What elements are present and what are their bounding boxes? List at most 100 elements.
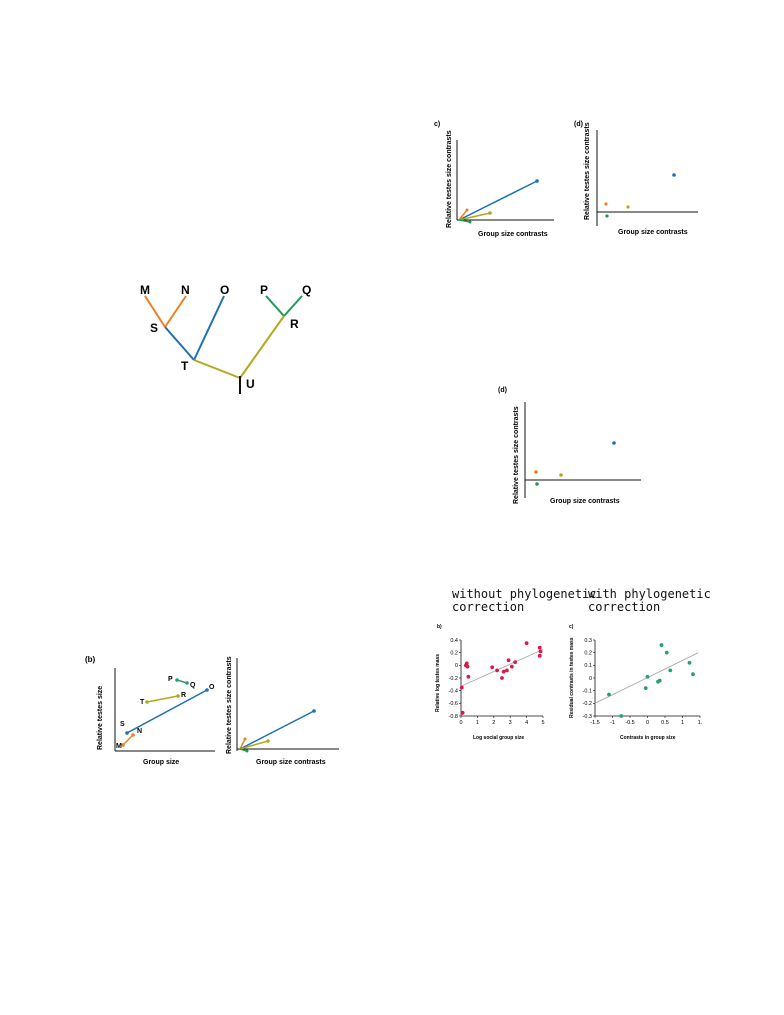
- panel-d-mid-plot: (d) Relative testes size contrasts Group…: [495, 382, 650, 510]
- point-r: [176, 694, 180, 698]
- data-point: [657, 678, 662, 683]
- data-point: [501, 669, 506, 674]
- x-axis-label: Contrasts in group size: [620, 735, 676, 741]
- point-label-n: N: [137, 728, 142, 735]
- caption-line: without phylogenetic: [452, 587, 597, 601]
- x-tick-label: 0: [646, 720, 649, 726]
- data-point: [537, 645, 542, 650]
- point-label-q: Q: [190, 682, 196, 689]
- scatter-plot-b: b) Relative log testes mass Log social g…: [428, 620, 558, 745]
- contrast-vector-blue: [239, 710, 315, 750]
- node-label-r: R: [290, 317, 299, 331]
- point-label-o: O: [209, 684, 215, 691]
- contrast-point-orange: [534, 470, 538, 474]
- panel-d-top-svg: (d) Relative testes size contrasts Group…: [574, 121, 698, 236]
- panel-b-right-plot: Relative testes size contrasts Group siz…: [222, 650, 342, 770]
- contrast-point-olive: [626, 205, 630, 209]
- tip-label-q: Q: [302, 283, 311, 297]
- point-m: [121, 743, 125, 747]
- contrast-point-olive: [266, 739, 270, 743]
- contrast-point-green: [468, 220, 472, 224]
- node-label-s: S: [150, 321, 158, 335]
- point-label-p: P: [168, 676, 173, 683]
- y-tick-label: -0.8: [449, 714, 458, 720]
- y-tick-label: -0.3: [583, 714, 592, 720]
- panel-b-letter: (b): [85, 655, 96, 664]
- x-tick-label: 2: [492, 720, 495, 726]
- point-o: [205, 688, 209, 692]
- point-label-t: T: [140, 699, 145, 706]
- x-tick-label: 4: [525, 720, 528, 726]
- x-tick-label: 3: [509, 720, 512, 726]
- x-tick-label: 1: [476, 720, 479, 726]
- y-tick-label: 0: [455, 663, 458, 669]
- data-point: [607, 692, 611, 697]
- caption-line: correction: [452, 600, 525, 614]
- data-point: [668, 668, 673, 673]
- y-tick-label: 0.3: [584, 638, 592, 644]
- contrast-vector-orange: [239, 738, 246, 750]
- y-tick-label: 0.1: [584, 663, 592, 669]
- point-t: [145, 700, 149, 704]
- data-point: [460, 710, 465, 715]
- data-point: [505, 668, 509, 673]
- tree-svg: M N O P Q S T R U: [140, 283, 311, 394]
- contrast-vector-olive: [458, 212, 491, 221]
- data-point: [659, 643, 664, 647]
- x-axis-label: Group size contrasts: [256, 759, 326, 766]
- y-tick-label: -0.4: [449, 688, 458, 694]
- panel-b-right-svg: Relative testes size contrasts Group siz…: [226, 656, 339, 766]
- scatter-b-svg: b) Relative log testes mass Log social g…: [435, 624, 545, 741]
- data-point: [495, 668, 499, 673]
- data-point: [459, 685, 464, 690]
- y-tick-label: -0.1: [583, 688, 592, 694]
- contrast-line-s-o: [126, 689, 208, 734]
- x-tick-label: -1.5: [590, 720, 599, 726]
- branch-t-u: [193, 359, 241, 379]
- contrast-point-olive: [488, 211, 492, 215]
- panel-c-top-plot: c) Relative testes size contrasts Group …: [432, 118, 557, 248]
- tip-label-p: P: [260, 283, 268, 297]
- x-tick-label: 1.: [698, 720, 703, 726]
- data-point: [538, 649, 543, 654]
- y-axis-label: Relative testes size contrasts: [584, 122, 591, 220]
- node-label-t: T: [181, 359, 189, 373]
- contrast-line-t-r: [146, 695, 179, 703]
- scatter-c-letter: c): [569, 624, 574, 630]
- data-point: [500, 676, 504, 680]
- panel-d-top-plot: (d) Relative testes size contrasts Group…: [570, 118, 705, 248]
- branch-n-s: [164, 295, 187, 328]
- tip-label-n: N: [181, 283, 190, 297]
- data-point: [490, 665, 495, 670]
- panel-c-letter: c): [434, 121, 440, 128]
- data-point: [524, 641, 529, 646]
- branch-m-s: [144, 295, 166, 328]
- panel-d-letter: (d): [498, 387, 507, 394]
- y-axis-label: Residual contrasts in testes mass: [569, 637, 575, 718]
- tip-label-o: O: [220, 283, 229, 297]
- contrast-vector-orange: [458, 209, 468, 221]
- y-tick-label: -0.2: [449, 676, 458, 682]
- data-point: [465, 664, 470, 669]
- branch-q-r: [283, 295, 303, 317]
- contrast-point-orange: [465, 208, 469, 212]
- x-axis-label: Group size: [143, 759, 179, 766]
- y-axis-label: Relative testes size: [97, 686, 104, 750]
- x-tick-label: 1: [681, 720, 684, 726]
- x-tick-label: 0.5: [661, 720, 669, 726]
- regression-line: [460, 649, 544, 687]
- branch-r-u: [239, 315, 285, 379]
- contrast-point-orange: [604, 202, 608, 206]
- panel-b-left-svg: (b) Relative testes size Group size P Q …: [85, 655, 215, 766]
- y-axis-label: Relative testes size contrasts: [513, 406, 520, 504]
- panel-b-left-plot: (b) Relative testes size Group size P Q …: [85, 650, 225, 770]
- tip-label-m: M: [140, 283, 150, 297]
- x-tick-label: 0: [459, 720, 462, 726]
- contrast-line-m-n: [122, 734, 134, 746]
- data-point: [664, 650, 669, 655]
- data-point: [509, 664, 514, 669]
- point-n: [131, 733, 135, 737]
- data-point: [643, 686, 648, 691]
- data-point: [645, 674, 650, 679]
- y-tick-label: 0: [589, 676, 592, 682]
